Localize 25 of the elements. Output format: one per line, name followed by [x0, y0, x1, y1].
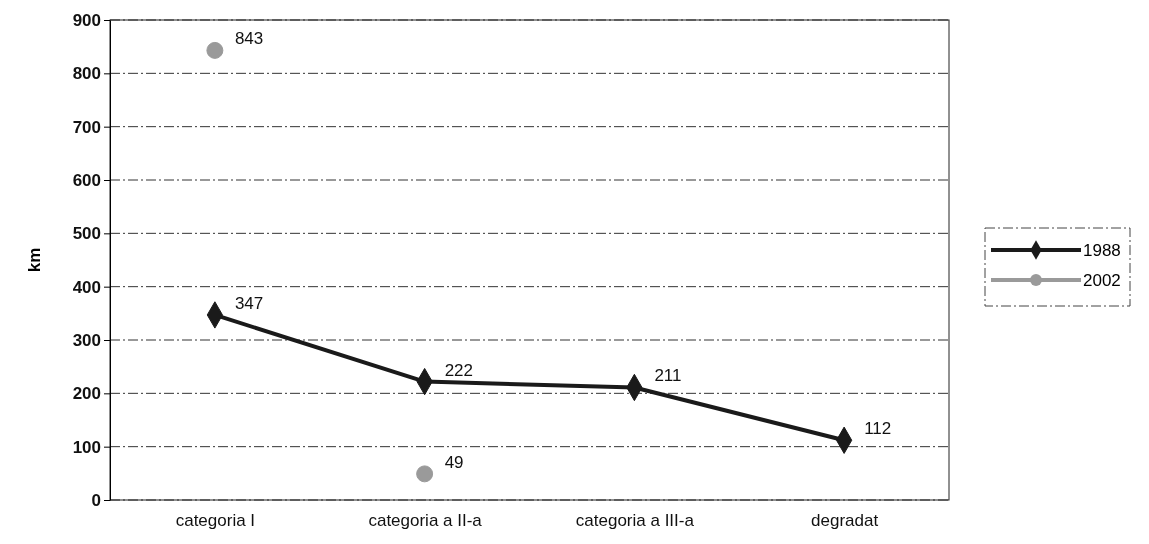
y-tick-label: 700	[72, 117, 101, 137]
y-tick-label: 600	[72, 170, 101, 190]
y-tick-label: 900	[72, 10, 101, 30]
data-label: 112	[864, 419, 892, 439]
data-label: 347	[234, 293, 264, 313]
x-tick-label: categoria I	[175, 511, 256, 531]
data-label: 211	[654, 366, 682, 386]
x-tick-label: categoria a III-a	[575, 511, 695, 531]
y-tick-label: 800	[72, 64, 101, 84]
y-tick-label: 0	[91, 490, 101, 510]
data-label: 49	[444, 452, 464, 472]
x-tick-label: categoria a II-a	[368, 511, 483, 531]
y-tick-label: 200	[72, 384, 101, 404]
text: 2002	[1083, 271, 1121, 290]
y-tick-label: 400	[72, 277, 101, 297]
y-tick-label: 100	[72, 437, 101, 457]
y-tick-label: 300	[72, 330, 101, 350]
point	[416, 465, 434, 483]
point	[206, 41, 224, 59]
text: 1988	[1083, 241, 1121, 260]
y-tick-label: 500	[72, 224, 101, 244]
x-tick-label: degradat	[811, 511, 879, 531]
data-label: 843	[234, 29, 264, 49]
data-label: 222	[444, 360, 473, 380]
y-axis-title: km	[25, 247, 44, 273]
